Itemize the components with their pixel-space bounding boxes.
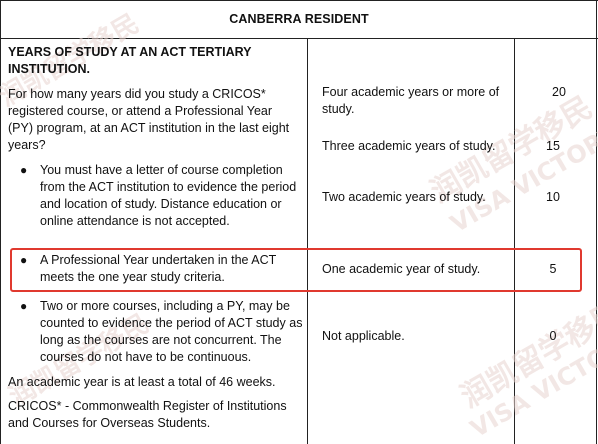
- table-title: CANBERRA RESIDENT: [229, 12, 369, 26]
- table-border-right: [596, 0, 597, 444]
- bullet-icon: ●: [20, 299, 28, 313]
- header-divider: [0, 38, 598, 39]
- points-value: 15: [546, 139, 560, 153]
- cricos-note: CRICOS* - Commonwealth Register of Insti…: [8, 399, 287, 430]
- option-label: One academic year of study.: [322, 262, 481, 276]
- points-value: 20: [552, 85, 566, 99]
- option-label: Three academic years of study.: [322, 139, 496, 153]
- column-divider-2: [514, 38, 515, 444]
- academic-year-note: An academic year is at least a total of …: [8, 375, 276, 389]
- column-divider-1: [307, 38, 308, 444]
- section-heading: YEARS OF STUDY AT AN ACT TERTIARY INSTIT…: [8, 45, 252, 76]
- bullet-icon: ●: [20, 253, 28, 267]
- bullet-text: A Professional Year undertaken in the AC…: [40, 253, 277, 284]
- option-label: Not applicable.: [322, 329, 405, 343]
- table-border-top: [0, 0, 598, 1]
- bullet-text: You must have a letter of course complet…: [40, 163, 297, 228]
- question-text: For how many years did you study a CRICO…: [8, 87, 290, 152]
- table-border-left: [0, 0, 1, 444]
- option-label: Four academic years or more of study.: [322, 85, 500, 116]
- bullet-icon: ●: [20, 163, 28, 177]
- points-value: 0: [549, 329, 557, 343]
- highlight-box: [10, 248, 582, 292]
- bullet-text: Two or more courses, including a PY, may…: [40, 299, 303, 364]
- points-value: 5: [549, 262, 557, 276]
- points-value: 10: [546, 190, 560, 204]
- option-label: Two academic years of study.: [322, 190, 486, 204]
